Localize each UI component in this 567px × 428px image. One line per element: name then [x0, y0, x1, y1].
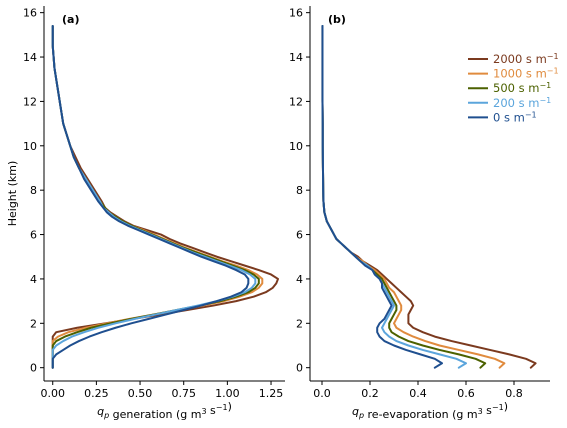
x-tick-label: 0.0 — [313, 387, 331, 400]
y-tick-label: 0 — [30, 362, 37, 375]
x-tick-label: 0.2 — [361, 387, 379, 400]
y-tick-label: 4 — [30, 273, 37, 286]
panel-label: (b) — [328, 13, 346, 26]
y-tick-label: 4 — [296, 273, 303, 286]
legend-label: 2000 s m−1 — [493, 52, 559, 66]
y-axis-label: Height (km) — [6, 161, 19, 227]
x-tick-label: 1.25 — [259, 387, 284, 400]
x-axis-label: qp re-evaporation (g m3 s−1) — [352, 400, 508, 421]
x-tick-label: 0.50 — [128, 387, 153, 400]
x-tick-label: 0.75 — [171, 387, 196, 400]
series-line-0 — [51, 24, 280, 369]
y-tick-label: 8 — [30, 184, 37, 197]
y-tick-label: 14 — [23, 51, 37, 64]
y-tick-label: 12 — [23, 95, 37, 108]
panel-b: 0 2 4 6 8 10 12 14 16 0.0 0.2 0.4 0.6 0.8qp re-evapor… — [289, 6, 559, 421]
y-tick-label: 16 — [23, 7, 37, 20]
x-tick-label: 0.6 — [457, 387, 475, 400]
y-tick-label: 2 — [296, 317, 303, 330]
panel-label: (a) — [62, 13, 79, 26]
x-tick-label: 0.00 — [40, 387, 65, 400]
y-tick-label: 10 — [289, 140, 303, 153]
y-tick-label: 6 — [296, 229, 303, 242]
x-tick-label: 0.4 — [409, 387, 427, 400]
legend-label: 500 s m−1 — [493, 81, 551, 95]
legend-label: 1000 s m−1 — [493, 67, 559, 81]
panel-a: 0 2 4 6 8 10 12 14 16 0.00 0.25 0.50 0.75 1.00 1.25 qp … — [6, 6, 285, 421]
legend-label: 200 s m−1 — [493, 96, 551, 110]
y-tick-label: 12 — [289, 95, 303, 108]
y-tick-label: 10 — [23, 140, 37, 153]
x-tick-label: 1.00 — [215, 387, 240, 400]
series-line-4 — [321, 24, 443, 369]
y-tick-label: 8 — [296, 184, 303, 197]
series-line-2 — [321, 24, 487, 369]
series-line-1 — [321, 24, 506, 369]
x-tick-label: 0.25 — [84, 387, 109, 400]
x-axis-label: qp generation (g m3 s−1) — [97, 400, 232, 421]
y-tick-label: 16 — [289, 7, 303, 20]
series-line-3 — [321, 24, 467, 369]
y-tick-label: 14 — [289, 51, 303, 64]
y-tick-label: 2 — [30, 317, 37, 330]
series-line-4 — [51, 24, 250, 369]
x-tick-label: 0.8 — [505, 387, 523, 400]
y-tick-label: 6 — [30, 229, 37, 242]
legend-label: 0 s m−1 — [493, 110, 537, 124]
y-tick-label: 0 — [296, 362, 303, 375]
